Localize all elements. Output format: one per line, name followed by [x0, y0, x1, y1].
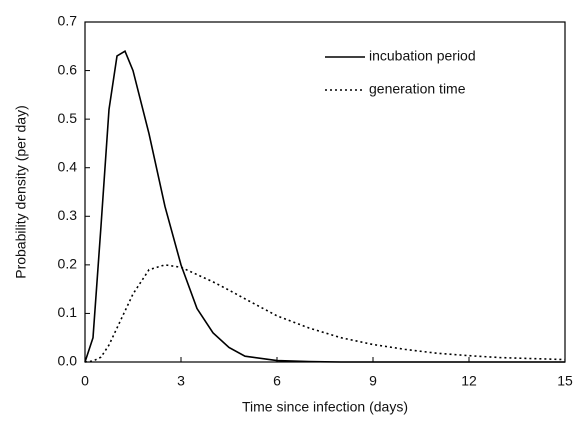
x-tick-label: 3 [177, 373, 185, 389]
y-tick-label: 0.2 [58, 256, 78, 272]
y-axis-label: Probability density (per day) [13, 105, 29, 279]
y-tick-label: 0.1 [58, 304, 78, 320]
x-tick-label: 6 [273, 373, 281, 389]
legend-label: incubation period [369, 48, 476, 64]
y-tick-label: 0.0 [58, 353, 78, 369]
legend-label: generation time [369, 81, 466, 97]
series-line [84, 264, 566, 363]
x-tick-label: 12 [461, 373, 477, 389]
y-tick-label: 0.6 [58, 61, 78, 77]
y-tick-label: 0.4 [58, 158, 78, 174]
y-tick-label: 0.5 [58, 110, 78, 126]
x-tick-label: 9 [369, 373, 377, 389]
x-tick-label: 0 [81, 373, 89, 389]
y-tick-label: 0.7 [58, 13, 78, 29]
y-tick-label: 0.3 [58, 207, 78, 223]
x-axis-label: Time since infection (days) [242, 399, 408, 415]
series-line [84, 49, 565, 363]
plot-frame [84, 21, 566, 363]
x-tick-label: 15 [557, 373, 573, 389]
